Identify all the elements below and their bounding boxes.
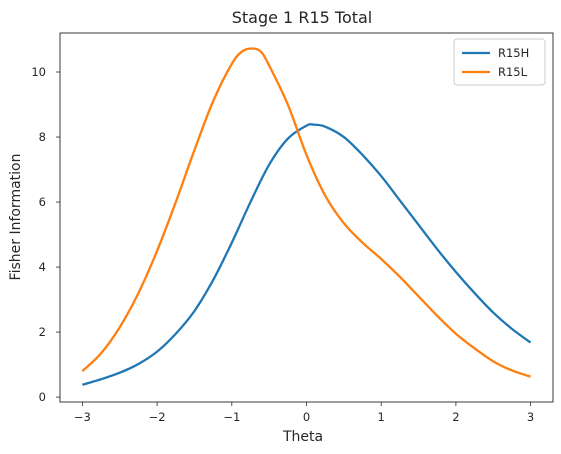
x-tick-label: −1 [223,410,240,424]
legend-label: R15L [498,65,528,79]
x-tick-label: 0 [303,410,310,424]
x-tick-label: 2 [452,410,459,424]
y-axis-label: Fisher Information [8,154,24,281]
y-tick-label: 10 [31,65,46,79]
x-axis-label: Theta [282,429,323,445]
x-axis-ticks: −3 −2 −1 0 1 2 3 [74,402,534,424]
x-tick-label: −2 [149,410,166,424]
legend-label: R15H [498,46,529,60]
y-axis-ticks: 0 2 4 6 8 10 [31,65,60,404]
series-lines [81,47,532,386]
series-line-r15h [82,123,532,386]
x-tick-label: 1 [378,410,385,424]
y-tick-label: 4 [39,260,46,274]
plot-frame [59,32,554,403]
x-tick-label: −3 [74,410,91,424]
series-line-r15l [81,47,531,378]
y-tick-label: 6 [39,195,46,209]
y-tick-label: 8 [39,130,46,144]
y-tick-label: 2 [39,325,46,339]
y-tick-label: 0 [39,390,46,404]
legend: R15H R15L [453,38,546,86]
legend-box [453,38,546,86]
x-tick-label: 3 [527,410,534,424]
chart-title: Stage 1 R15 Total [232,8,373,27]
